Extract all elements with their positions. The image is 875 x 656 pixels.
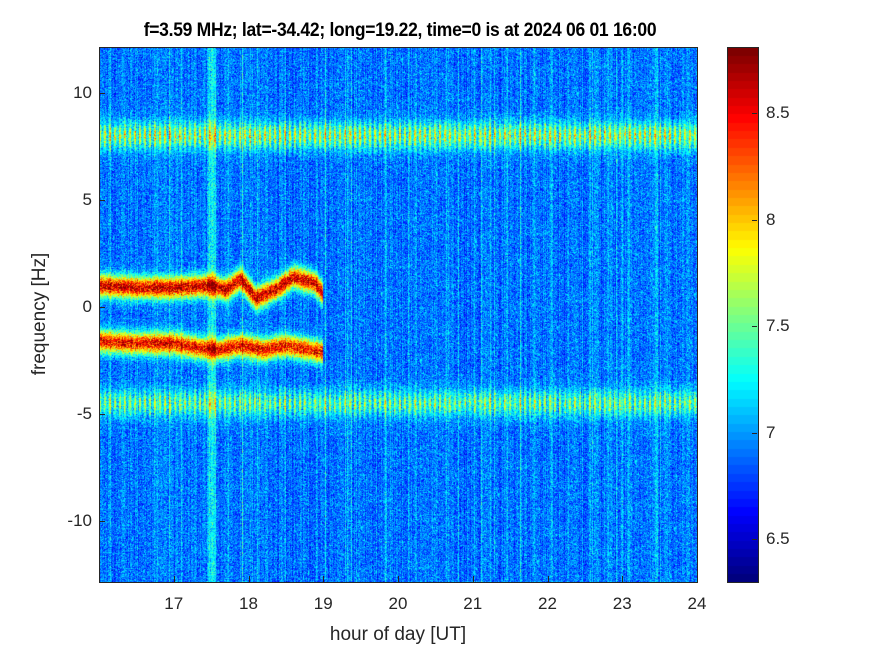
y-tick-mark [99,307,105,308]
x-tick-label: 23 [612,594,632,613]
y-tick-mark [99,414,105,415]
colorbar-tick-label: 6.5 [766,529,790,549]
spectrogram-plot-area [99,47,697,582]
y-tick-label: -5 [76,404,92,423]
spectrogram-heatmap [99,47,697,582]
x-tick-mark [472,576,474,582]
colorbar-tick-mark [752,539,757,541]
y-tick-label: 5 [82,190,92,209]
y-tick-mark [99,200,105,201]
colorbar-tick-mark [752,326,757,328]
colorbar [727,47,758,582]
x-tick-mark [622,576,624,582]
y-tick-label: 0 [82,297,92,316]
x-tick-mark [697,576,698,582]
colorbar-tick-label: 8 [766,209,776,229]
colorbar-tick-mark [752,113,757,115]
colorbar-tick-label: 8.5 [766,103,790,123]
chart-title: f=3.59 MHz; lat=-34.42; long=19.22, time… [143,20,657,41]
y-tick-mark [99,521,105,522]
x-tick-label: 24 [687,594,707,613]
y-axis-label: frequency [Hz] [29,252,50,376]
y-tick-mark [99,93,105,94]
y-tick-label: -10 [67,511,92,530]
x-tick-label: 18 [239,594,258,613]
x-tick-mark [173,576,175,582]
x-tick-mark [398,576,399,582]
x-tick-mark [323,576,325,582]
colorbar-tick-mark [752,432,757,434]
y-tick-label: 10 [73,83,92,102]
colorbar-tick-label: 7 [766,422,776,442]
colorbar-tick-label: 7.5 [766,316,790,336]
x-tick-label: 19 [313,594,333,613]
x-tick-label: 20 [388,594,408,613]
colorbar-gradient [727,47,758,582]
x-tick-label: 22 [538,594,557,613]
x-tick-mark [547,576,549,582]
x-tick-label: 21 [463,594,483,613]
x-axis-label: hour of day [UT] [329,624,467,645]
x-tick-label: 17 [164,594,184,613]
colorbar-tick-mark [752,219,757,221]
x-tick-mark [248,576,250,582]
